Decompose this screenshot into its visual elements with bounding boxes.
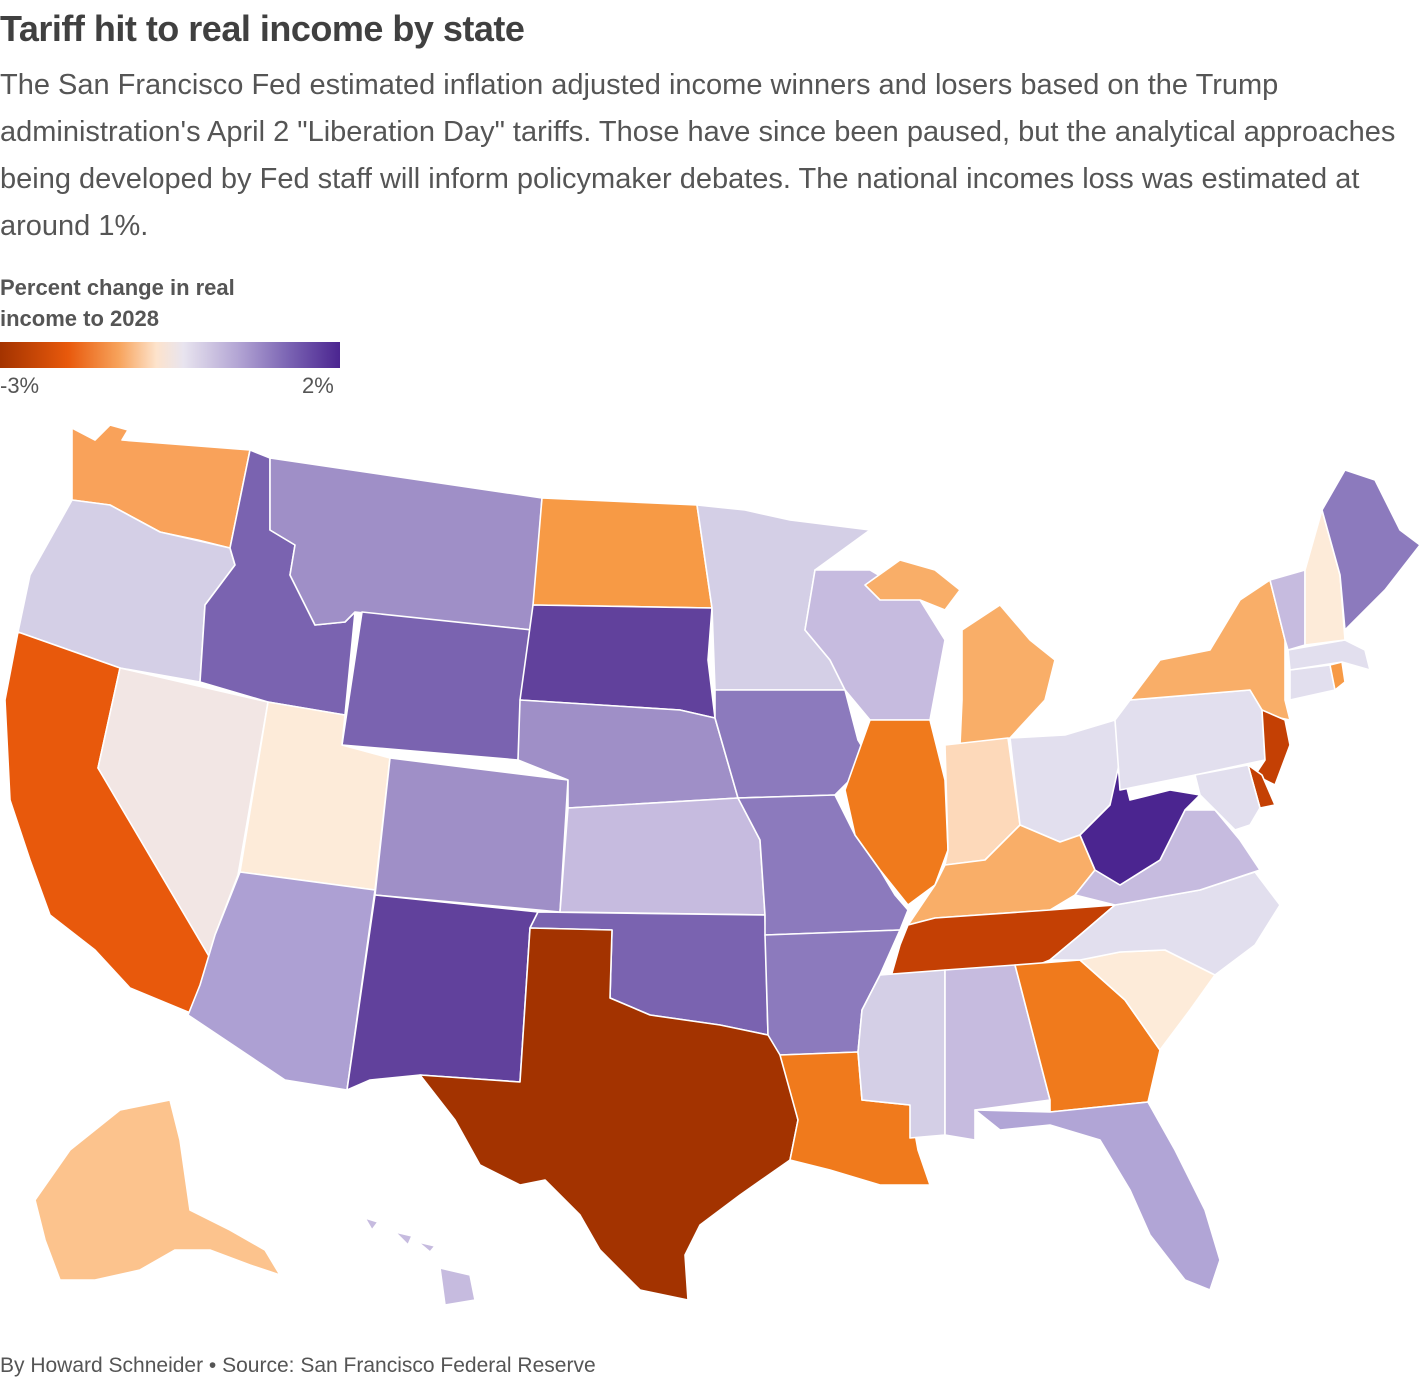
state-CO[interactable] (374, 757, 569, 913)
chart-title: Tariff hit to real income by state (0, 8, 525, 49)
legend-max-label: 2% (302, 373, 334, 398)
state-IL[interactable] (844, 719, 949, 906)
state-KS[interactable] (559, 797, 766, 916)
state-MD[interactable] (1194, 764, 1261, 831)
state-WY[interactable] (341, 611, 533, 761)
state-MI[interactable] (959, 604, 1056, 746)
state-HI[interactable] (364, 1217, 476, 1306)
state-MO[interactable] (737, 794, 909, 936)
state-NJ[interactable] (1254, 709, 1291, 786)
state-AK[interactable] (34, 1099, 281, 1281)
state-ME[interactable] (1321, 469, 1420, 631)
footer-credit: By Howard Schneider • Source: San Franci… (0, 1354, 596, 1377)
us-state-map (4, 424, 1420, 1306)
state-FL[interactable] (974, 1101, 1221, 1291)
legend-min-label: -3% (0, 373, 40, 398)
state-VT[interactable] (1269, 569, 1306, 651)
state-CT[interactable] (1289, 664, 1336, 701)
legend-title: Percent change in real income to 2028 (0, 275, 235, 331)
state-TX[interactable] (419, 927, 799, 1301)
state-NM[interactable] (346, 894, 539, 1091)
state-ND[interactable] (532, 497, 713, 609)
state-NC[interactable] (1049, 871, 1281, 976)
state-IA[interactable] (714, 689, 871, 799)
legend-color-scale (0, 342, 340, 368)
state-MI-upper[interactable] (864, 559, 961, 611)
state-MT[interactable] (269, 457, 543, 631)
chart-subtitle: The San Francisco Fed estimated inflatio… (0, 69, 1396, 242)
